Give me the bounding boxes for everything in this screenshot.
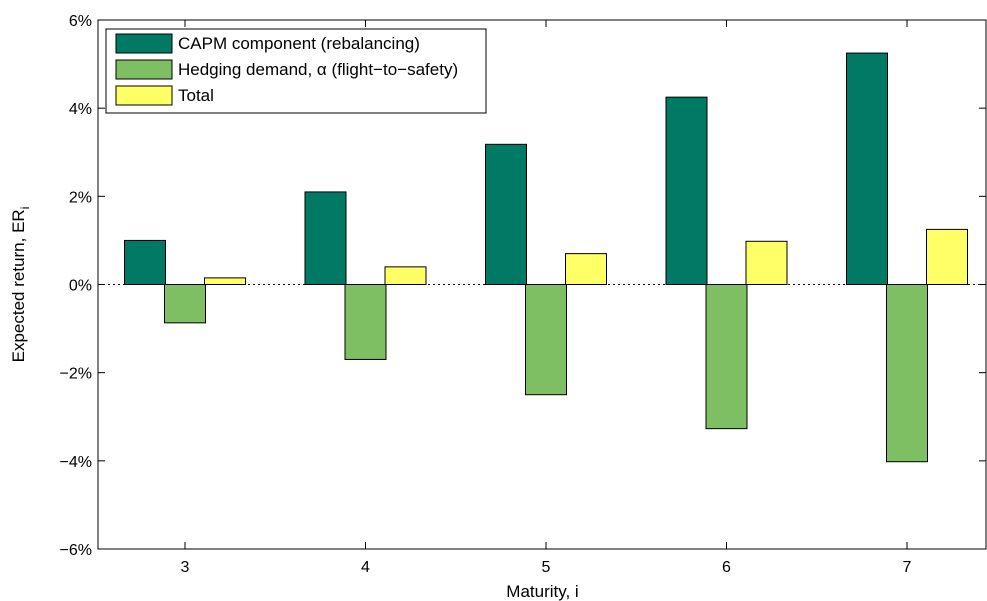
y-tick-label: 0% [69,278,92,295]
legend-label: CAPM component (rebalancing) [178,34,420,53]
x-tick-label: 3 [181,559,190,576]
x-tick-label: 6 [722,559,731,576]
legend-label: Total [178,86,214,105]
y-axis-label-subscript: i [18,207,32,210]
legend: CAPM component (rebalancing) Hedging dema… [105,28,487,114]
y-tick-label: 4% [69,101,92,118]
y-tick-label: −4% [60,454,92,471]
x-tick-label: 7 [903,559,912,576]
bar [525,284,567,396]
bar [124,239,166,286]
bar [384,266,427,286]
bar [886,284,928,463]
legend-label: Hedging demand, α (flight−to−safety) [178,60,458,79]
x-tick-label: 5 [542,559,551,576]
bar [665,96,708,286]
y-tick-label: 6% [69,13,92,30]
bar [204,277,246,286]
bar-group [124,52,968,463]
bar [485,143,527,285]
bar [304,191,347,285]
bar [565,253,607,285]
bar [926,228,968,285]
y-tick-label: −6% [60,542,92,559]
bar [705,284,748,430]
y-axis-label-main: Expected return, ER [9,209,28,362]
legend-swatch [115,85,173,106]
y-tick-label: −2% [60,366,92,383]
y-tick-label: 2% [69,189,92,206]
y-axis-label-group: Expected return, ERi [9,207,32,363]
bar [846,52,888,285]
bar [164,284,206,324]
x-tick-label: 4 [361,559,370,576]
y-axis-label: Expected return, ERi [9,207,32,363]
x-axis-label: Maturity, i [506,582,578,601]
bar [745,240,788,286]
legend-swatch [115,59,173,80]
legend-swatch [115,33,173,54]
x-axis-ticks: 3 4 5 6 7 [181,20,912,576]
bar [344,284,387,360]
y-axis-ticks: −6% −4% −2% 0% 2% 4% 6% [60,13,986,559]
